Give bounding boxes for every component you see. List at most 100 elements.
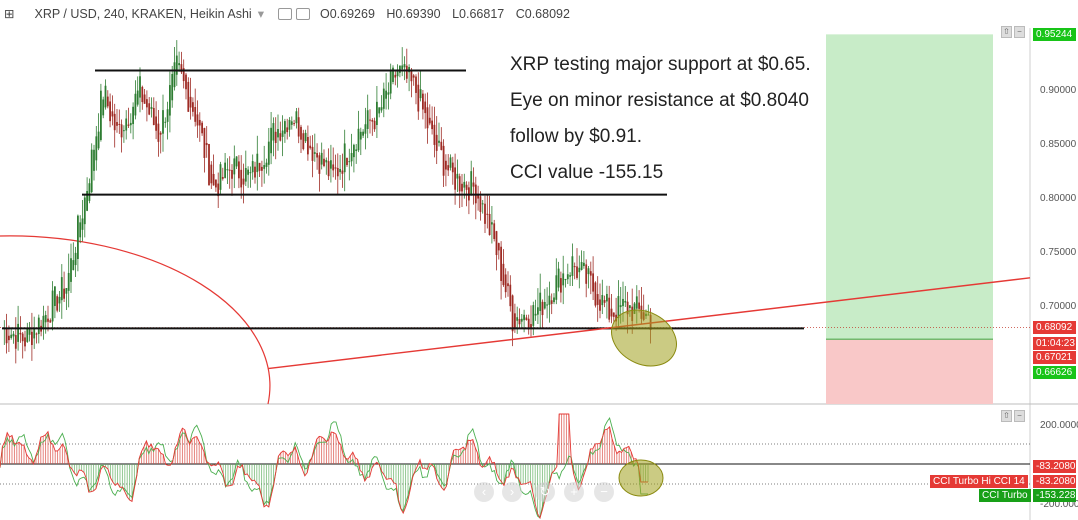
candle	[486, 213, 489, 215]
candle	[261, 166, 263, 171]
stop-zone	[826, 339, 993, 404]
candle	[376, 101, 378, 126]
candle	[477, 193, 479, 199]
ohlc-open: O0.69269	[319, 6, 375, 21]
candle	[341, 170, 344, 174]
candle	[488, 213, 491, 236]
candle	[254, 166, 256, 178]
candle	[196, 114, 199, 126]
candle	[530, 324, 532, 328]
candle	[320, 152, 323, 165]
eye-icon[interactable]	[277, 7, 292, 20]
crosshair-icon[interactable]: ⊞	[4, 7, 15, 21]
candle	[238, 161, 240, 179]
candle	[472, 182, 475, 187]
candle	[102, 99, 105, 116]
candle	[54, 286, 56, 307]
candle	[198, 119, 201, 126]
candle	[410, 69, 413, 82]
candle	[424, 101, 427, 114]
cci-pane-maximize-button[interactable]: ⇧	[1001, 410, 1012, 422]
annotation-line-2[interactable]: Eye on minor resistance at $0.8040	[510, 90, 809, 111]
candle	[208, 144, 210, 186]
candle	[608, 297, 611, 320]
candle	[300, 126, 302, 140]
candle	[546, 304, 548, 306]
scroll-left-button[interactable]: ‹	[474, 482, 494, 502]
candle	[192, 102, 194, 112]
candle	[162, 110, 164, 134]
candle	[500, 246, 502, 281]
pane-maximize-button[interactable]: ⇧	[1001, 26, 1012, 38]
candle	[449, 157, 452, 168]
candle	[219, 164, 222, 190]
candle	[129, 122, 132, 126]
candle	[451, 162, 454, 173]
annotation-line-3[interactable]: follow by $0.91.	[510, 126, 643, 147]
candle	[302, 133, 305, 150]
candle	[359, 131, 362, 140]
scroll-right-button[interactable]: ›	[502, 482, 522, 502]
annotation-line-1[interactable]: XRP testing major support at $0.65.	[510, 54, 811, 75]
chevron-down-icon[interactable]: ▾	[257, 7, 264, 21]
candle	[60, 277, 63, 301]
pane-minimize-button[interactable]: −	[1014, 26, 1025, 38]
candle	[256, 153, 259, 173]
candle	[288, 119, 291, 130]
candle	[26, 327, 29, 342]
candle	[564, 279, 567, 281]
candle	[470, 171, 473, 194]
candle	[203, 127, 206, 158]
candle	[244, 167, 247, 182]
candle	[215, 179, 217, 188]
candle	[346, 157, 348, 165]
candle	[72, 260, 75, 271]
candle	[412, 75, 415, 78]
candle	[19, 332, 22, 335]
candle	[527, 318, 530, 330]
candle	[118, 123, 121, 125]
candle	[348, 161, 351, 163]
candle	[318, 155, 321, 174]
candle	[251, 161, 254, 173]
candle	[201, 122, 203, 134]
stop-price-tag: 0.66626	[1033, 366, 1076, 379]
candle	[350, 153, 353, 162]
candle	[578, 267, 581, 273]
cci-14-line	[0, 413, 648, 520]
candle	[415, 76, 417, 93]
candle	[497, 243, 500, 251]
candle	[353, 144, 355, 158]
candle	[104, 85, 107, 108]
zoom-in-button[interactable]: +	[564, 482, 584, 502]
reset-zoom-button[interactable]: ↻	[535, 482, 555, 502]
symbol-title[interactable]: XRP / USD, 240, KRAKEN, Heikin Ashi	[34, 6, 252, 21]
candle	[307, 137, 309, 155]
candle	[63, 288, 65, 299]
price-label-090: 0.90000	[1040, 85, 1077, 96]
price-label-085: 0.85000	[1040, 139, 1077, 150]
candle	[189, 96, 192, 108]
candle	[49, 320, 52, 323]
candle	[31, 331, 33, 346]
candle	[362, 131, 364, 136]
cci-turbo-value: -153.228	[1033, 489, 1076, 502]
cci-pane-minimize-button[interactable]: −	[1014, 410, 1025, 422]
candle	[525, 317, 528, 321]
candle	[504, 274, 507, 293]
annotation-line-4[interactable]: CCI value -155.15	[510, 162, 664, 183]
candle	[509, 284, 512, 307]
candle	[90, 149, 93, 193]
candle	[516, 317, 519, 321]
candle	[624, 300, 627, 303]
candle	[332, 164, 335, 171]
settings-icon[interactable]	[295, 7, 310, 20]
candle	[228, 169, 231, 171]
candle	[263, 165, 266, 169]
zoom-out-button[interactable]: −	[594, 482, 614, 502]
candle	[596, 294, 599, 305]
ohlc-close: C0.68092	[515, 6, 570, 21]
candle	[316, 153, 318, 158]
candle	[37, 317, 40, 335]
